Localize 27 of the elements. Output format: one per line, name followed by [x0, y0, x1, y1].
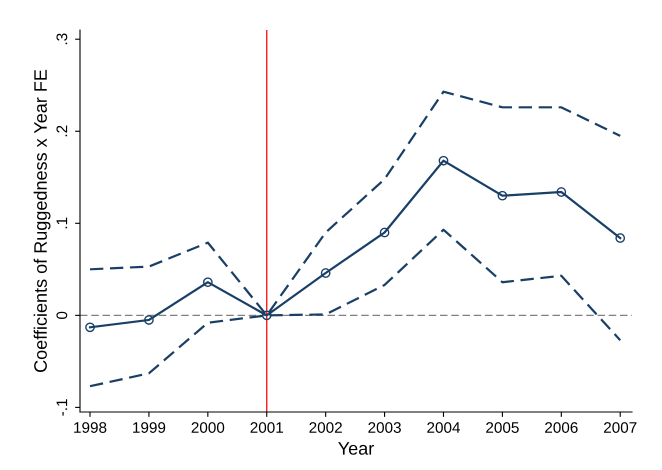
point [556, 187, 566, 197]
point [262, 310, 272, 320]
x-tick-label: 1998 [74, 422, 106, 433]
y-tick-label: -.1 [56, 399, 68, 416]
point [498, 190, 508, 201]
x-tick-label: 2006 [545, 422, 578, 433]
x-tick-label: 2002 [309, 422, 342, 433]
point [202, 277, 213, 288]
point [380, 228, 390, 238]
y-tick-label: .1 [56, 218, 68, 228]
x-tick-label: 2003 [368, 422, 401, 433]
y-tick-label: .2 [56, 126, 68, 136]
y-tick-label: .3 [56, 34, 68, 44]
x-tick-label: 2007 [604, 422, 636, 433]
y-tick-label: 0 [56, 312, 68, 319]
x-tick-label: 2000 [192, 422, 224, 433]
x-tick-label: 2005 [486, 422, 519, 433]
x-tick-label: 1999 [133, 422, 166, 433]
point [320, 268, 331, 278]
x-tick-label: 2001 [250, 422, 283, 433]
point [615, 233, 626, 243]
point [85, 322, 95, 332]
point [438, 156, 448, 166]
y-axis-title: Coefficients of Ruggedness x Year FE [34, 70, 50, 372]
x-tick-label: 2004 [427, 422, 460, 433]
x-axis-title: Year [338, 442, 374, 455]
point [144, 315, 154, 325]
